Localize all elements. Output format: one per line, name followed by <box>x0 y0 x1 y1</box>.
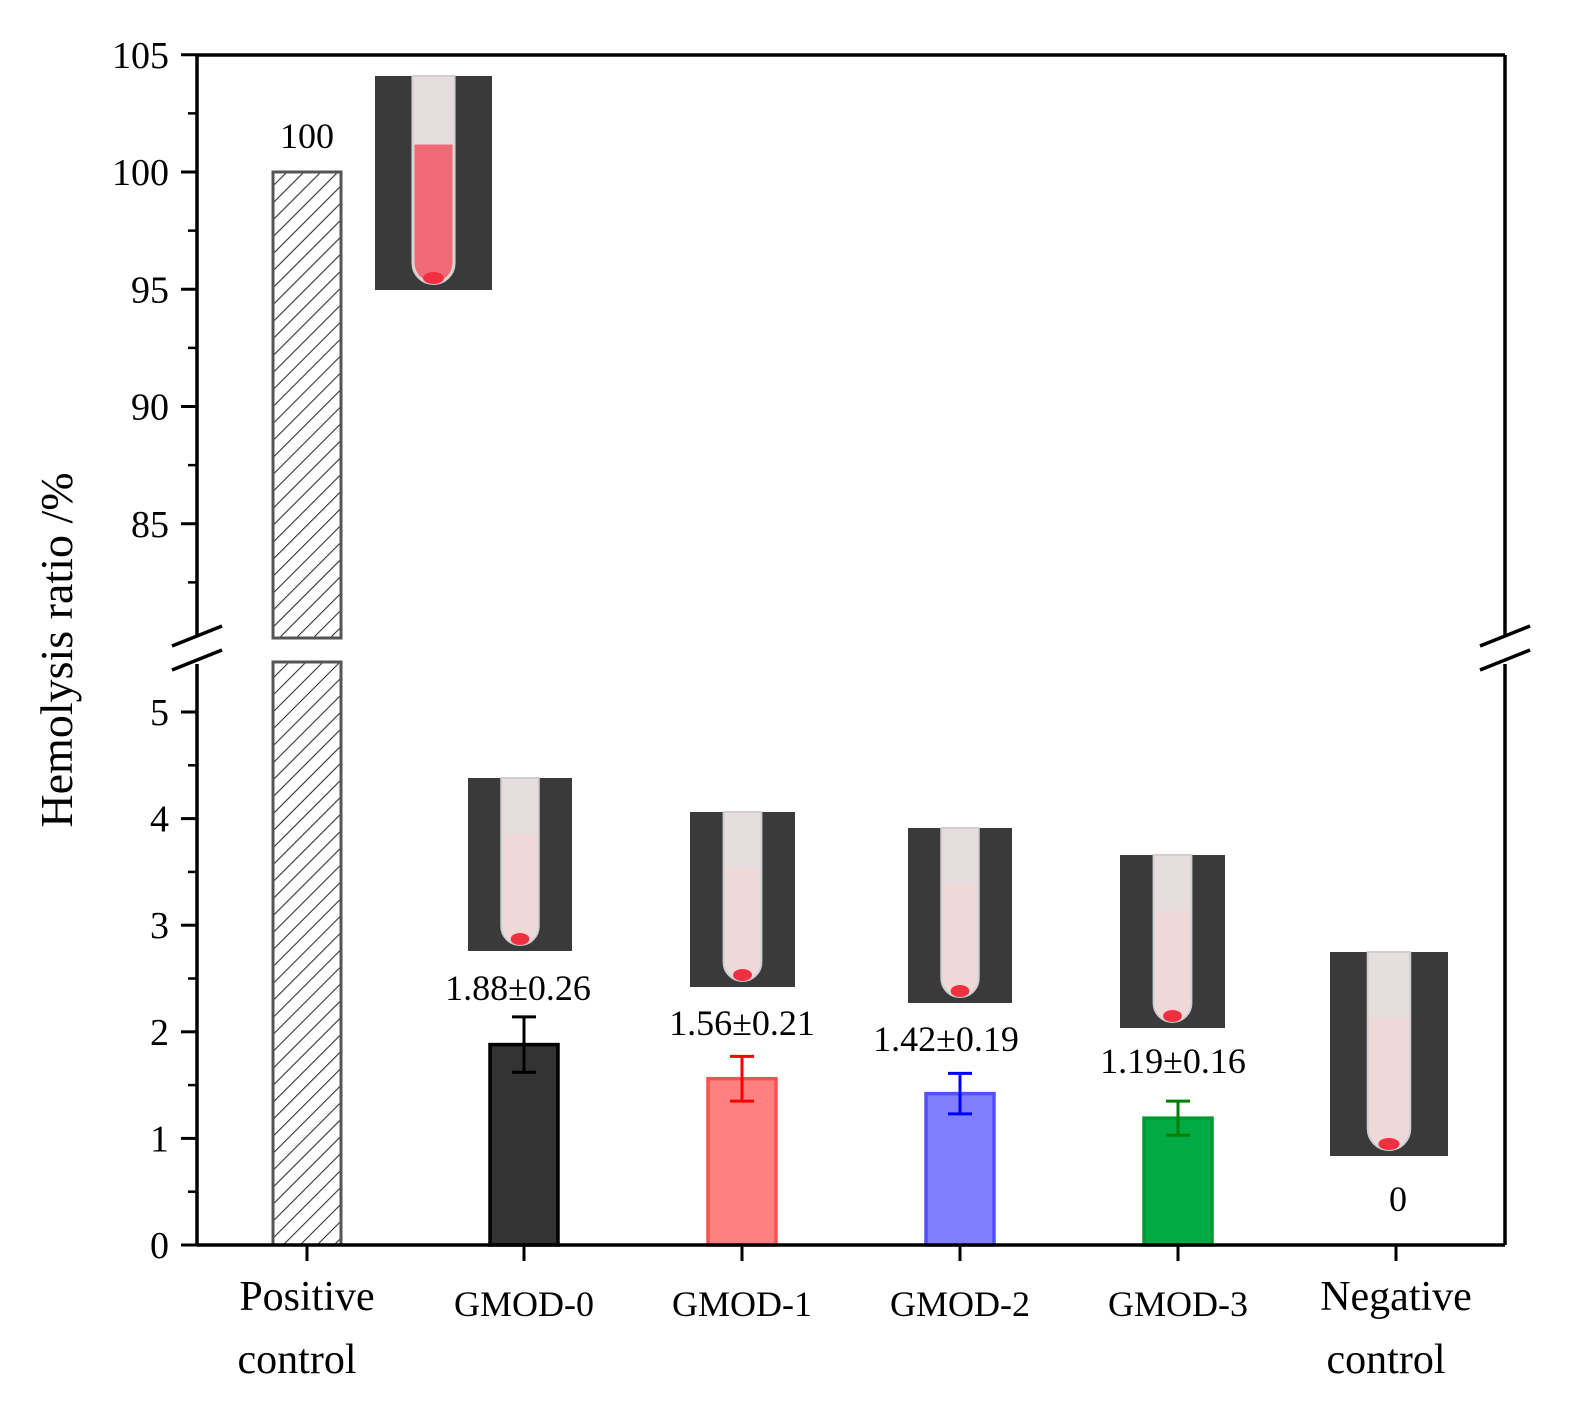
axis-break-mark <box>1479 648 1531 672</box>
test-tube-photo <box>375 75 492 290</box>
y-tick-label: 3 <box>150 905 169 947</box>
test-tube-photo <box>468 777 572 951</box>
blood-pellet <box>733 969 752 981</box>
y-tick-label: 5 <box>150 692 169 734</box>
x-tick-label: control <box>1327 1337 1446 1383</box>
y-tick-label: 2 <box>150 1012 169 1054</box>
bars <box>271 170 1214 1247</box>
x-tick-label: Negative <box>1320 1274 1472 1320</box>
tube-liquid <box>1155 910 1190 1020</box>
y-tick-label: 95 <box>131 269 169 311</box>
test-tube-photo <box>1120 854 1225 1028</box>
x-tick-label: GMOD-3 <box>1108 1284 1248 1324</box>
tube-liquid <box>725 868 760 979</box>
axes <box>171 53 1531 1261</box>
y-tick-label: 1 <box>150 1118 169 1160</box>
y-tick-label: 105 <box>112 35 169 77</box>
tube-liquid <box>503 833 537 943</box>
test-tube-photo <box>908 827 1012 1003</box>
blood-pellet <box>1163 1010 1182 1022</box>
test-tube-photo <box>1330 951 1448 1156</box>
tube-liquid <box>1369 1017 1409 1148</box>
data-label: 0 <box>1389 1179 1407 1219</box>
x-tick-label: GMOD-2 <box>890 1284 1030 1324</box>
bar-gmod-0 <box>488 1042 560 1247</box>
bar-positive-control-upper <box>271 170 343 640</box>
y-tick-label: 0 <box>150 1225 169 1267</box>
blood-pellet <box>510 933 530 945</box>
blood-pellet <box>1378 1138 1400 1150</box>
x-tick-label: control <box>238 1337 357 1383</box>
data-label: 1.19±0.16 <box>1100 1041 1246 1081</box>
labels: 0 1 2 3 4 5 85 90 95 100 105 Positive control GMOD-0 G… <box>31 35 1472 1383</box>
bar-positive-control-lower <box>271 660 343 1247</box>
blood-pellet <box>422 272 445 284</box>
y-tick-label: 4 <box>150 799 169 841</box>
axis-break-mark <box>1479 624 1531 648</box>
data-label: 1.56±0.21 <box>669 1003 815 1043</box>
tube-liquid <box>943 884 977 995</box>
blood-pellet <box>950 985 970 997</box>
data-label: 1.42±0.19 <box>873 1019 1019 1059</box>
error-bar <box>948 1071 972 1116</box>
test-tube-photos <box>375 75 1448 1156</box>
x-tick-label: Positive <box>239 1274 374 1320</box>
error-bar <box>1166 1099 1190 1137</box>
y-tick-label: 90 <box>131 387 169 429</box>
axis-break-mark <box>171 648 223 672</box>
y-axis-label: Hemolysis ratio /% <box>31 472 82 827</box>
error-bar <box>730 1054 754 1103</box>
axis-break-mark <box>171 624 223 648</box>
test-tube-photo <box>690 811 795 987</box>
bar-gmod-2 <box>924 1091 996 1247</box>
x-tick-label: GMOD-0 <box>454 1284 594 1324</box>
bar-gmod-1 <box>706 1076 778 1247</box>
tube-liquid <box>414 144 453 282</box>
error-bar <box>512 1015 536 1074</box>
bar-gmod-3 <box>1142 1116 1214 1247</box>
data-label: 1.88±0.26 <box>445 968 591 1008</box>
x-tick-label: GMOD-1 <box>672 1284 812 1324</box>
y-tick-label: 100 <box>112 152 169 194</box>
data-label: 100 <box>280 116 334 156</box>
y-tick-label: 85 <box>131 504 169 546</box>
